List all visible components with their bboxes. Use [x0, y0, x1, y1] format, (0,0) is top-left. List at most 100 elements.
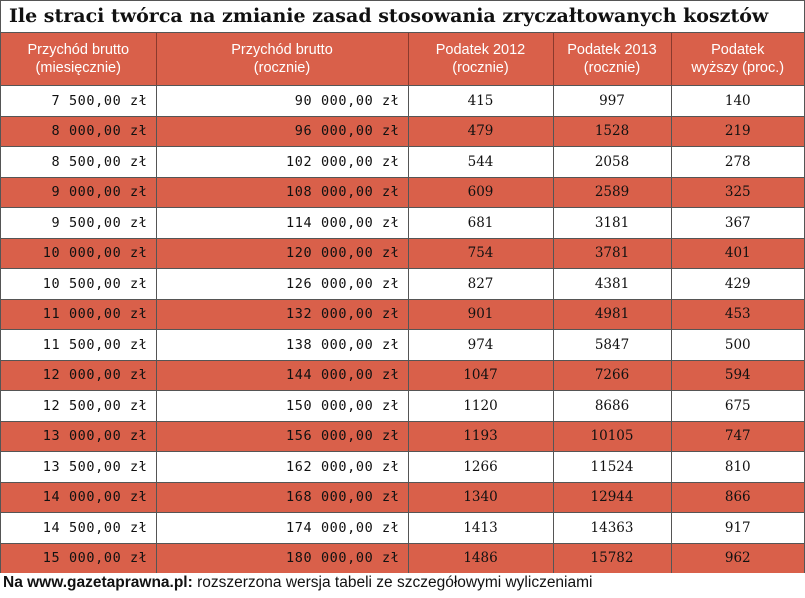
cell-tax-2013: 3181	[553, 207, 672, 239]
cell-monthly-gross: 12 500,00 zł	[1, 390, 157, 422]
table-row: 13 000,00 zł 156 000,00 zł 1193 10105 747	[1, 421, 804, 452]
table-row: 8 500,00 zł 102 000,00 zł 544 2058 278	[1, 146, 804, 178]
cell-monthly-gross: 8 000,00 zł	[1, 116, 157, 147]
table-frame: Ile straci twórca na zmianie zasad stoso…	[0, 0, 805, 573]
cell-tax-increase: 747	[671, 421, 804, 452]
cell-tax-2013: 12944	[553, 482, 672, 513]
cell-tax-2012: 544	[408, 146, 554, 178]
cell-tax-2012: 901	[408, 299, 554, 330]
header-tax-2013: Podatek 2013 (rocznie)	[553, 33, 672, 86]
cell-monthly-gross: 15 000,00 zł	[1, 543, 157, 573]
table-row: 15 000,00 zł 180 000,00 zł 1486 15782 962	[1, 543, 804, 573]
table-row: 14 000,00 zł 168 000,00 zł 1340 12944 866	[1, 482, 804, 513]
header-tax-2012: Podatek 2012 (rocznie)	[408, 33, 554, 86]
table-row: 9 500,00 zł 114 000,00 zł 681 3181 367	[1, 207, 804, 239]
footer-note: Na www.gazetaprawna.pl: rozszerzona wers…	[3, 574, 592, 592]
cell-tax-increase: 219	[671, 116, 804, 147]
cell-monthly-gross: 11 000,00 zł	[1, 299, 157, 330]
cell-tax-2013: 2058	[553, 146, 672, 178]
footer-text: rozszerzona wersja tabeli ze szczegółowy…	[192, 574, 593, 591]
cell-annual-gross: 120 000,00 zł	[156, 238, 409, 269]
cell-annual-gross: 90 000,00 zł	[156, 85, 409, 117]
cell-tax-2013: 4381	[553, 268, 672, 300]
tax-table: Przychód brutto (miesięcznie) Przychód br…	[1, 33, 804, 573]
cell-tax-increase: 866	[671, 482, 804, 513]
cell-monthly-gross: 10 500,00 zł	[1, 268, 157, 300]
cell-tax-2013: 997	[553, 85, 672, 117]
cell-tax-2012: 1413	[408, 512, 554, 544]
cell-tax-2013: 11524	[553, 451, 672, 483]
cell-tax-increase: 810	[671, 451, 804, 483]
cell-monthly-gross: 10 000,00 zł	[1, 238, 157, 269]
table-row: 11 000,00 zł 132 000,00 zł 901 4981 453	[1, 299, 804, 330]
cell-tax-2013: 3781	[553, 238, 672, 269]
cell-tax-increase: 401	[671, 238, 804, 269]
cell-annual-gross: 180 000,00 zł	[156, 543, 409, 573]
cell-tax-2012: 1266	[408, 451, 554, 483]
cell-tax-2012: 1486	[408, 543, 554, 573]
cell-tax-2012: 681	[408, 207, 554, 239]
cell-monthly-gross: 7 500,00 zł	[1, 85, 157, 117]
cell-tax-2012: 415	[408, 85, 554, 117]
cell-tax-2012: 609	[408, 177, 554, 208]
cell-annual-gross: 174 000,00 zł	[156, 512, 409, 544]
cell-monthly-gross: 11 500,00 zł	[1, 329, 157, 361]
table-header: Przychód brutto (miesięcznie) Przychód br…	[1, 33, 804, 86]
cell-tax-increase: 325	[671, 177, 804, 208]
cell-annual-gross: 126 000,00 zł	[156, 268, 409, 300]
cell-annual-gross: 96 000,00 zł	[156, 116, 409, 147]
cell-tax-increase: 917	[671, 512, 804, 544]
table-row: 7 500,00 zł 90 000,00 zł 415 997 140	[1, 85, 804, 117]
cell-tax-2013: 4981	[553, 299, 672, 330]
cell-tax-2013: 10105	[553, 421, 672, 452]
table-row: 12 500,00 zł 150 000,00 zł 1120 8686 675	[1, 390, 804, 422]
table-row: 8 000,00 zł 96 000,00 zł 479 1528 219	[1, 116, 804, 147]
footer-link[interactable]: Na www.gazetaprawna.pl:	[3, 574, 193, 591]
cell-tax-2012: 754	[408, 238, 554, 269]
cell-annual-gross: 132 000,00 zł	[156, 299, 409, 330]
cell-tax-increase: 500	[671, 329, 804, 361]
cell-tax-2012: 1120	[408, 390, 554, 422]
cell-monthly-gross: 9 500,00 zł	[1, 207, 157, 239]
cell-monthly-gross: 14 500,00 zł	[1, 512, 157, 544]
table-title: Ile straci twórca na zmianie zasad stoso…	[1, 1, 804, 33]
table-row: 13 500,00 zł 162 000,00 zł 1266 11524 810	[1, 451, 804, 483]
cell-tax-increase: 962	[671, 543, 804, 573]
cell-tax-2013: 14363	[553, 512, 672, 544]
cell-tax-2012: 1340	[408, 482, 554, 513]
cell-tax-2013: 2589	[553, 177, 672, 208]
cell-monthly-gross: 13 500,00 zł	[1, 451, 157, 483]
cell-tax-2012: 1193	[408, 421, 554, 452]
cell-monthly-gross: 14 000,00 zł	[1, 482, 157, 513]
cell-tax-2012: 479	[408, 116, 554, 147]
cell-tax-2012: 1047	[408, 360, 554, 391]
table-row: 12 000,00 zł 144 000,00 zł 1047 7266 594	[1, 360, 804, 391]
table-row: 10 500,00 zł 126 000,00 zł 827 4381 429	[1, 268, 804, 300]
cell-tax-2013: 1528	[553, 116, 672, 147]
cell-monthly-gross: 13 000,00 zł	[1, 421, 157, 452]
cell-annual-gross: 162 000,00 zł	[156, 451, 409, 483]
cell-tax-2013: 8686	[553, 390, 672, 422]
header-annual-gross: Przychód brutto (rocznie)	[156, 33, 409, 86]
cell-tax-increase: 675	[671, 390, 804, 422]
table-row: 14 500,00 zł 174 000,00 zł 1413 14363 917	[1, 512, 804, 544]
cell-annual-gross: 144 000,00 zł	[156, 360, 409, 391]
cell-annual-gross: 168 000,00 zł	[156, 482, 409, 513]
cell-monthly-gross: 12 000,00 zł	[1, 360, 157, 391]
cell-tax-2012: 974	[408, 329, 554, 361]
header-tax-increase: Podatek wyższy (proc.)	[671, 33, 804, 86]
cell-tax-increase: 453	[671, 299, 804, 330]
cell-tax-2013: 15782	[553, 543, 672, 573]
header-monthly-gross: Przychód brutto (miesięcznie)	[1, 33, 157, 86]
cell-monthly-gross: 9 000,00 zł	[1, 177, 157, 208]
table-row: 11 500,00 zł 138 000,00 zł 974 5847 500	[1, 329, 804, 361]
cell-annual-gross: 114 000,00 zł	[156, 207, 409, 239]
table-row: 9 000,00 zł 108 000,00 zł 609 2589 325	[1, 177, 804, 208]
cell-tax-increase: 140	[671, 85, 804, 117]
cell-tax-2012: 827	[408, 268, 554, 300]
cell-tax-increase: 429	[671, 268, 804, 300]
cell-tax-increase: 367	[671, 207, 804, 239]
header-row: Przychód brutto (miesięcznie) Przychód br…	[1, 33, 804, 86]
cell-monthly-gross: 8 500,00 zł	[1, 146, 157, 178]
table-row: 10 000,00 zł 120 000,00 zł 754 3781 401	[1, 238, 804, 269]
